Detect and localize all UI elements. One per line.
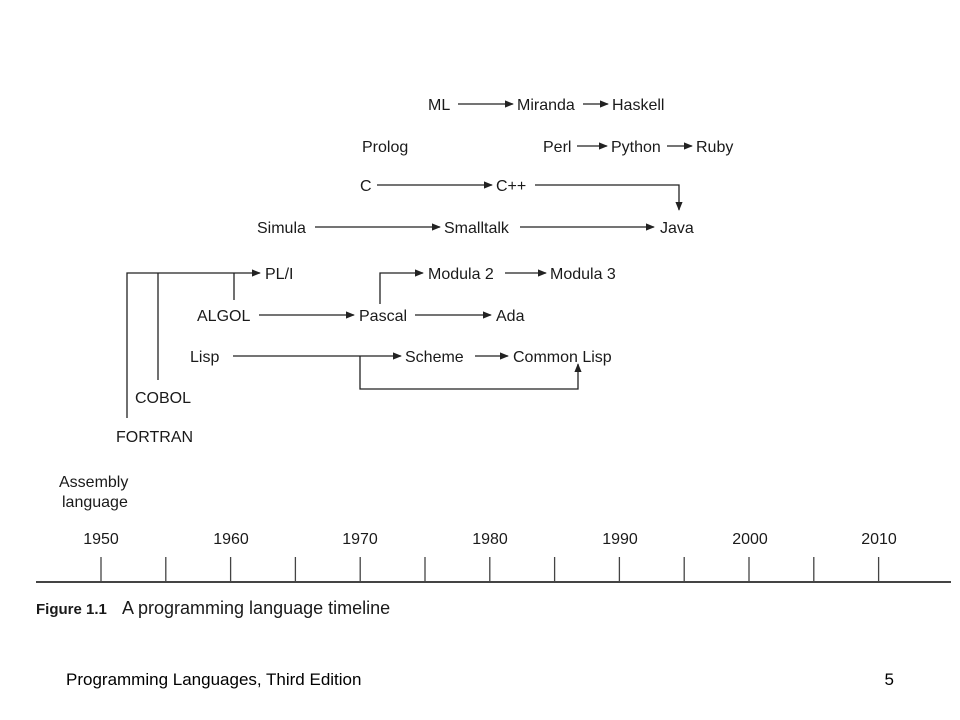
arrow-pascal-modula2 [379,269,424,304]
year-label: 1980 [472,531,508,548]
year-label: 1960 [213,531,249,548]
label-perl: Perl [543,139,571,156]
footer-page-number: 5 [884,670,894,689]
label-modula2: Modula 2 [428,266,494,283]
language-labels: ML Miranda Haskell Prolog Perl Python Ru… [59,97,733,511]
label-ml: ML [428,97,450,114]
label-algol: ALGOL [197,308,250,325]
label-common-lisp: Common Lisp [513,349,612,366]
year-label: 1950 [83,531,119,548]
label-java: Java [660,220,694,237]
label-prolog: Prolog [362,139,408,156]
footer-book-title: Programming Languages, Third Edition [66,670,362,689]
figure-caption: Figure 1.1 A programming language timeli… [36,598,390,618]
year-label: 2000 [732,531,768,548]
label-cpp: C++ [496,178,526,195]
label-smalltalk: Smalltalk [444,220,510,237]
label-cobol: COBOL [135,390,191,407]
arrow-lisp-commonlisp [359,356,582,390]
label-c: C [360,178,372,195]
year-label: 1990 [602,531,638,548]
label-modula3: Modula 3 [550,266,616,283]
arrow-fortran-pli [126,269,261,418]
label-lisp: Lisp [190,349,219,366]
label-assembly-line1: Assembly [59,474,128,491]
label-ruby: Ruby [696,139,733,156]
year-label: 2010 [861,531,897,548]
year-label: 1970 [342,531,378,548]
label-miranda: Miranda [517,97,575,114]
timeline-axis: 1950 1960 1970 1980 1990 2000 2010 [36,531,951,583]
figure-caption-text: A programming language timeline [122,598,390,618]
label-simula: Simula [257,220,306,237]
label-fortran: FORTRAN [116,429,193,446]
arrow-cpp-java [535,184,683,211]
label-assembly-line2: language [62,494,128,511]
label-scheme: Scheme [405,349,464,366]
label-pascal: Pascal [359,308,407,325]
connectors [126,100,693,418]
label-haskell: Haskell [612,97,664,114]
figure-number: Figure 1.1 [36,601,107,618]
year-labels: 1950 1960 1970 1980 1990 2000 2010 [83,531,897,548]
label-pli: PL/I [265,266,293,283]
label-ada: Ada [496,308,525,325]
label-python: Python [611,139,661,156]
axis-ticks [100,557,880,582]
